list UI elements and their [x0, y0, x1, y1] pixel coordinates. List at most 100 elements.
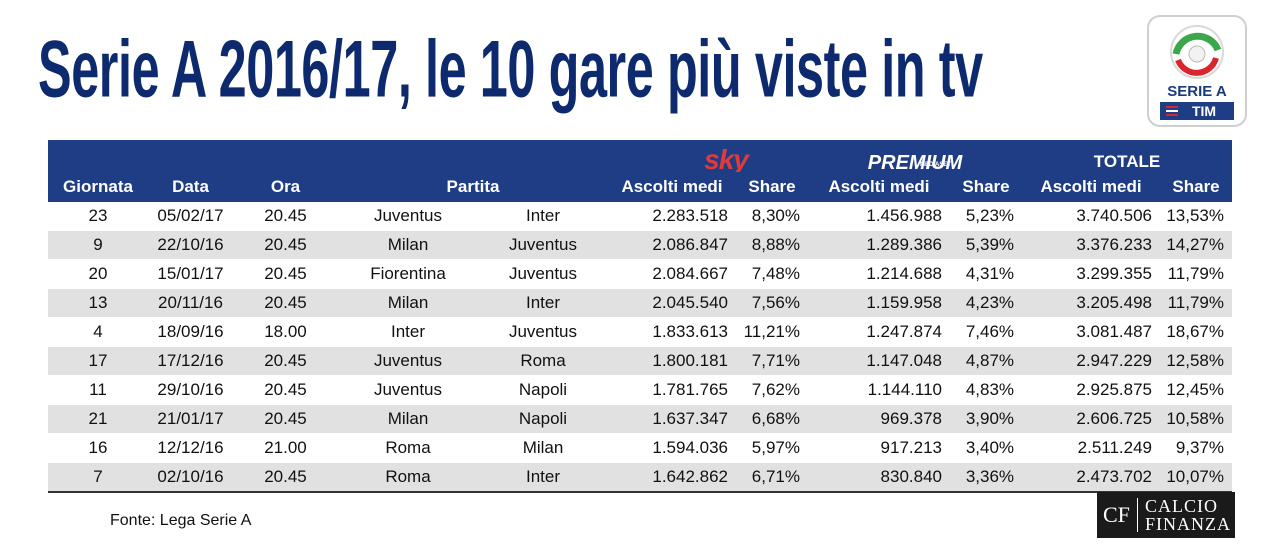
cell-sky-ascolti: 2.086.847: [608, 230, 736, 260]
table-row: 9 22/10/16 20.45 Milan Juventus 2.086.847 8,88…: [48, 230, 1233, 260]
cell-totale-ascolti: 3.376.233: [1022, 230, 1161, 260]
col-totale-ascolti: Ascolti medi: [1040, 177, 1142, 196]
col-partita: Partita: [446, 177, 500, 196]
cell-giornata: 11: [48, 375, 148, 405]
col-totale-share: Share: [1172, 177, 1220, 196]
table-row: 11 29/10/16 20.45 Juventus Napoli 1.781.765 7,…: [48, 375, 1233, 405]
cell-sky-share: 8,30%: [736, 202, 808, 231]
cell-sky-share: 6,71%: [736, 462, 808, 493]
cell-ora: 20.45: [233, 462, 338, 493]
cell-ora: 20.45: [233, 404, 338, 434]
cell-ora: 18.00: [233, 317, 338, 347]
svg-text:TIM: TIM: [1192, 103, 1216, 119]
col-giornata: Giornata: [63, 177, 133, 196]
cell-premium-ascolti: 1.214.688: [808, 259, 950, 289]
cell-totale-share: 10,07%: [1160, 462, 1233, 493]
cell-totale-share: 12,58%: [1160, 346, 1233, 376]
cell-data: 21/01/17: [148, 404, 233, 434]
header-row-columns: Giornata Data Ora Partita Ascolti medi S…: [48, 172, 1233, 202]
cell-sky-share: 7,62%: [736, 375, 808, 405]
cell-premium-ascolti: 1.144.110: [808, 375, 950, 405]
cell-home-team: Milan: [338, 288, 478, 318]
table-row: 16 12/12/16 21.00 Roma Milan 1.594.036 5,97% 91…: [48, 433, 1233, 463]
cell-data: 02/10/16: [148, 462, 233, 493]
cell-home-team: Inter: [338, 317, 478, 347]
cell-data: 12/12/16: [148, 433, 233, 463]
cell-ora: 20.45: [233, 375, 338, 405]
cell-sky-ascolti: 2.084.667: [608, 259, 736, 289]
table-row: 21 21/01/17 20.45 Milan Napoli 1.637.347 6,68%…: [48, 404, 1233, 434]
col-ora: Ora: [270, 177, 301, 196]
cell-premium-share: 4,23%: [950, 288, 1023, 318]
cell-totale-ascolti: 3.081.487: [1022, 317, 1161, 347]
cell-ora: 20.45: [233, 230, 338, 260]
cell-totale-share: 11,79%: [1160, 288, 1233, 318]
cell-away-team: Juventus: [478, 230, 608, 260]
cell-totale-share: 14,27%: [1160, 230, 1233, 260]
cell-data: 05/02/17: [148, 202, 233, 231]
cell-away-team: Inter: [478, 288, 608, 318]
header-row-broadcasters: sky PREMIUM MEDIASET TOTALE: [48, 140, 1233, 172]
cell-giornata: 13: [48, 288, 148, 318]
cell-sky-share: 5,97%: [736, 433, 808, 463]
cell-premium-share: 7,46%: [950, 317, 1023, 347]
cell-away-team: Milan: [478, 433, 608, 463]
cell-totale-ascolti: 2.606.725: [1022, 404, 1161, 434]
table-row: 17 17/12/16 20.45 Juventus Roma 1.800.181 7,71…: [48, 346, 1233, 376]
col-sky-share: Share: [748, 177, 796, 196]
cell-away-team: Napoli: [478, 404, 608, 434]
table-row: 13 20/11/16 20.45 Milan Inter 2.045.540 7,56% 1…: [48, 288, 1233, 318]
cell-home-team: Roma: [338, 462, 478, 493]
cell-premium-ascolti: 830.840: [808, 462, 950, 493]
cell-sky-ascolti: 1.637.347: [608, 404, 736, 434]
cell-data: 22/10/16: [148, 230, 233, 260]
cell-totale-ascolti: 3.299.355: [1022, 259, 1161, 289]
cell-data: 18/09/16: [148, 317, 233, 347]
source-note: Fonte: Lega Serie A: [110, 512, 252, 529]
cell-totale-ascolti: 3.205.498: [1022, 288, 1161, 318]
cell-home-team: Milan: [338, 404, 478, 434]
cell-giornata: 20: [48, 259, 148, 289]
cell-sky-share: 7,71%: [736, 346, 808, 376]
cell-giornata: 16: [48, 433, 148, 463]
cell-giornata: 9: [48, 230, 148, 260]
cell-totale-share: 9,37%: [1160, 433, 1233, 463]
col-premium-ascolti: Ascolti medi: [828, 177, 930, 196]
cell-away-team: Napoli: [478, 375, 608, 405]
cell-home-team: Juventus: [338, 375, 478, 405]
cell-sky-share: 8,88%: [736, 230, 808, 260]
col-sky-ascolti: Ascolti medi: [621, 177, 723, 196]
cell-home-team: Juventus: [338, 346, 478, 376]
cell-totale-ascolti: 2.511.249: [1022, 433, 1161, 463]
cell-giornata: 17: [48, 346, 148, 376]
cell-premium-ascolti: 969.378: [808, 404, 950, 434]
serie-a-tim-logo: SERIE A TIM: [1147, 15, 1247, 127]
cell-premium-share: 4,31%: [950, 259, 1023, 289]
table-row: 20 15/01/17 20.45 Fiorentina Juventus 2.084.6…: [48, 259, 1233, 289]
cell-premium-share: 5,23%: [950, 202, 1023, 231]
cell-home-team: Roma: [338, 433, 478, 463]
cell-premium-share: 3,90%: [950, 404, 1023, 434]
calcio-finanza-logo: CF CALCIO FINANZA: [1097, 492, 1235, 538]
cell-home-team: Fiorentina: [338, 259, 478, 289]
cell-totale-ascolti: 2.925.875: [1022, 375, 1161, 405]
cell-giornata: 7: [48, 462, 148, 493]
cell-totale-ascolti: 2.947.229: [1022, 346, 1161, 376]
cell-premium-ascolti: 1.289.386: [808, 230, 950, 260]
cell-premium-share: 5,39%: [950, 230, 1023, 260]
cell-data: 17/12/16: [148, 346, 233, 376]
cell-sky-share: 6,68%: [736, 404, 808, 434]
cell-premium-ascolti: 917.213: [808, 433, 950, 463]
cell-sky-ascolti: 1.800.181: [608, 346, 736, 376]
cell-totale-share: 12,45%: [1160, 375, 1233, 405]
cell-away-team: Juventus: [478, 317, 608, 347]
cell-premium-ascolti: 1.456.988: [808, 202, 950, 231]
cell-data: 20/11/16: [148, 288, 233, 318]
col-premium-share: Share: [962, 177, 1010, 196]
cell-ora: 20.45: [233, 202, 338, 231]
cell-totale-share: 13,53%: [1160, 202, 1233, 231]
cell-away-team: Juventus: [478, 259, 608, 289]
cell-ora: 20.45: [233, 259, 338, 289]
table-row: 7 02/10/16 20.45 Roma Inter 1.642.862 6,71% 830…: [48, 462, 1233, 493]
cell-totale-ascolti: 3.740.506: [1022, 202, 1161, 231]
